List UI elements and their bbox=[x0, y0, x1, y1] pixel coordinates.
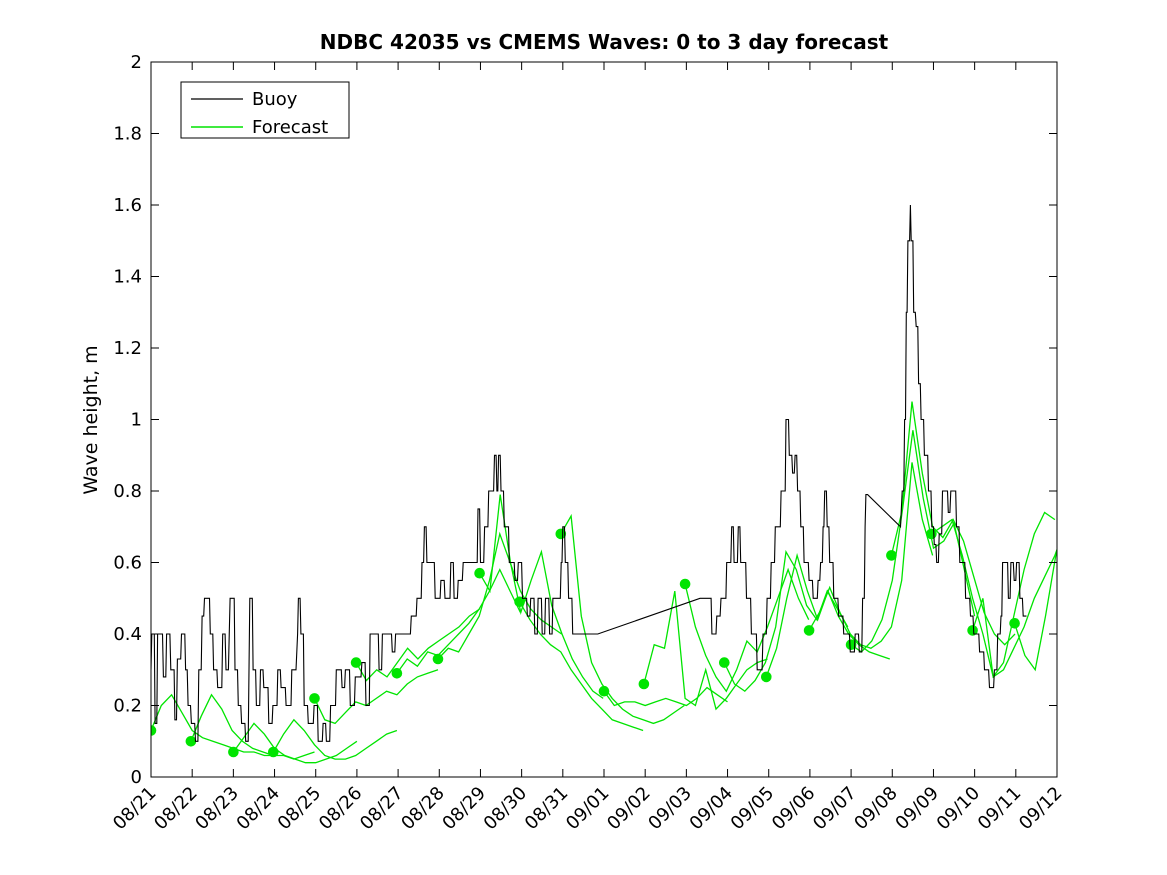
legend-entry-forecast: Forecast bbox=[191, 117, 328, 138]
y-tick-label: 0.8 bbox=[113, 481, 142, 502]
forecast-start-marker bbox=[309, 693, 320, 704]
x-tick-label: 08/30 bbox=[480, 783, 532, 835]
y-tick-label: 1.6 bbox=[113, 195, 142, 216]
forecast-run bbox=[971, 547, 1057, 679]
forecast-start-marker bbox=[555, 528, 567, 540]
forecast-run bbox=[232, 722, 358, 764]
x-tick-label: 09/07 bbox=[809, 783, 861, 835]
forecast-run bbox=[479, 494, 604, 699]
axes: 08/2108/2208/2308/2408/2508/2608/2708/28… bbox=[109, 52, 1067, 834]
y-tick-label: 1.4 bbox=[113, 267, 142, 288]
x-tick-label: 08/31 bbox=[521, 783, 573, 835]
forecast-run bbox=[723, 549, 849, 693]
forecast-run bbox=[355, 608, 480, 682]
forecast-run bbox=[313, 669, 439, 725]
legend-box bbox=[180, 81, 350, 139]
legend: Buoy Forecast bbox=[180, 81, 350, 139]
x-tick-label: 09/08 bbox=[850, 783, 902, 835]
x-tick-label: 09/01 bbox=[562, 783, 614, 835]
x-tick-label: 08/29 bbox=[438, 783, 490, 835]
x-tick-label: 09/06 bbox=[768, 783, 820, 835]
forecast-run bbox=[437, 531, 562, 660]
legend-label-forecast: Forecast bbox=[252, 117, 328, 138]
forecast-start-marker bbox=[514, 596, 525, 608]
x-tick-label: 08/25 bbox=[274, 783, 326, 835]
forecast-run bbox=[560, 513, 685, 725]
forecast-start-marker bbox=[926, 528, 937, 540]
chart-title: NDBC 42035 vs CMEMS Waves: 0 to 3 day fo… bbox=[320, 30, 889, 54]
forecast-start-marker bbox=[228, 746, 239, 758]
x-tick-label: 08/21 bbox=[109, 783, 161, 835]
x-tick-label: 09/04 bbox=[686, 783, 738, 835]
x-tick-label: 09/09 bbox=[891, 783, 943, 835]
forecast-run bbox=[765, 552, 891, 678]
x-tick-label: 09/12 bbox=[1015, 783, 1067, 835]
forecast-start-marker bbox=[803, 625, 815, 636]
y-axis-label: Wave height, m bbox=[80, 345, 102, 494]
forecast-start-marker bbox=[886, 550, 897, 561]
forecast-start-marker bbox=[350, 657, 362, 668]
forecast-run bbox=[684, 567, 810, 693]
forecast-run bbox=[1013, 548, 1057, 672]
buoy-series bbox=[151, 204, 1027, 742]
y-tick-label: 1.8 bbox=[113, 124, 142, 145]
legend-label-buoy: Buoy bbox=[252, 89, 298, 110]
y-tick-label: 1.2 bbox=[113, 338, 142, 359]
forecast-run bbox=[603, 686, 728, 707]
forecast-run bbox=[272, 718, 398, 760]
forecast-run bbox=[396, 568, 521, 674]
chart-generated-content: 08/2108/2208/2308/2408/2508/2608/2708/28… bbox=[109, 52, 1067, 834]
y-tick-label: 0 bbox=[131, 767, 142, 788]
x-tick-label: 09/05 bbox=[727, 783, 779, 835]
forecast-run bbox=[850, 430, 976, 653]
forecast-start-marker bbox=[719, 657, 730, 668]
forecast-start-marker bbox=[638, 678, 650, 690]
legend-entry-buoy: Buoy bbox=[191, 89, 298, 110]
forecast-start-marker bbox=[967, 625, 978, 636]
forecast-run bbox=[190, 693, 315, 760]
y-tick-label: 1 bbox=[131, 410, 142, 431]
forecast-start-marker bbox=[185, 736, 197, 747]
forecast-run bbox=[643, 590, 768, 711]
forecast-start-marker bbox=[268, 746, 279, 758]
y-tick-label: 0.2 bbox=[113, 696, 142, 717]
x-tick-label: 08/27 bbox=[356, 783, 408, 835]
forecast-start-marker bbox=[151, 725, 157, 736]
forecast-start-marker bbox=[679, 578, 691, 590]
forecast-start-marker bbox=[1009, 618, 1020, 629]
forecast-start-marker bbox=[598, 685, 610, 697]
x-tick-label: 08/24 bbox=[233, 783, 285, 835]
x-tick-label: 09/02 bbox=[603, 783, 655, 835]
forecast-run bbox=[519, 601, 644, 732]
forecast-series bbox=[151, 401, 1057, 764]
forecast-start-marker bbox=[845, 639, 857, 650]
forecast-start-marker bbox=[391, 668, 403, 679]
forecast-start-marker bbox=[761, 671, 772, 683]
x-tick-label: 08/26 bbox=[315, 783, 367, 835]
buoy-line bbox=[151, 204, 1027, 742]
x-tick-label: 09/11 bbox=[974, 783, 1026, 835]
forecast-run bbox=[890, 401, 1016, 646]
x-tick-label: 08/28 bbox=[397, 783, 449, 835]
x-tick-label: 08/22 bbox=[150, 783, 202, 835]
forecast-start-marker bbox=[432, 653, 444, 665]
forecast-run bbox=[151, 693, 275, 757]
x-tick-label: 08/23 bbox=[191, 783, 243, 835]
y-tick-label: 0.4 bbox=[113, 624, 142, 645]
y-tick-label: 2 bbox=[131, 52, 142, 73]
x-tick-label: 09/03 bbox=[644, 783, 696, 835]
x-tick-label: 09/10 bbox=[933, 783, 985, 835]
y-tick-label: 0.6 bbox=[113, 553, 142, 574]
forecast-run bbox=[808, 462, 934, 650]
forecast-start-marker bbox=[474, 567, 485, 579]
